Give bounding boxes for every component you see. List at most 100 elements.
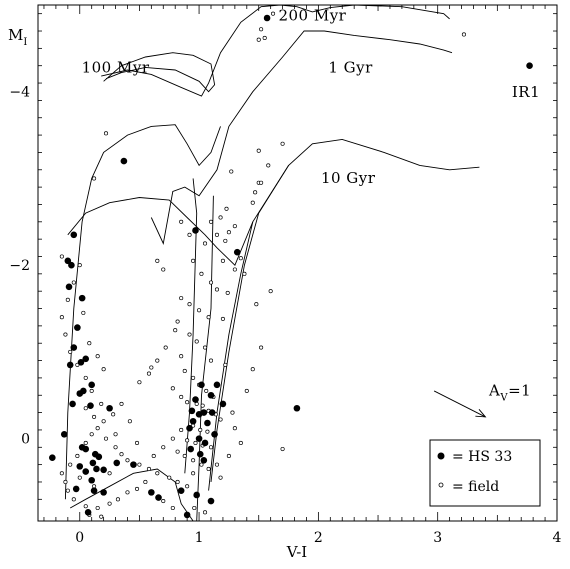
isochrone-curves: [64, 4, 480, 522]
hs33-point: [49, 454, 56, 461]
hs33-point: [113, 459, 121, 467]
field-point: [268, 289, 273, 294]
field-point: [193, 440, 198, 445]
hs33-point: [70, 231, 78, 239]
hs33-point: [188, 407, 196, 415]
hs33-point: [192, 227, 199, 234]
extinction-vector: AV=1: [433, 381, 531, 418]
hs33-point: [211, 430, 218, 438]
hs33-point: [130, 461, 137, 468]
field-point: [146, 466, 152, 472]
hs33-point: [207, 497, 215, 505]
hs33-point: [72, 485, 80, 493]
field-point: [167, 475, 172, 480]
field-point: [83, 406, 88, 411]
field-point: [77, 475, 82, 480]
field-point: [99, 514, 104, 519]
field-point: [83, 375, 88, 380]
field-point: [68, 462, 73, 467]
hs33-point: [526, 62, 533, 70]
extinction-label-sub: V: [499, 392, 508, 403]
field-point: [170, 386, 175, 391]
hs33-point: [195, 411, 203, 418]
legend-label-hs33: = HS 33: [452, 449, 512, 465]
hs33-point: [100, 466, 107, 474]
hs33-point: [82, 468, 90, 475]
field-point: [202, 241, 208, 246]
field-point: [125, 458, 130, 463]
field-point: [259, 345, 264, 350]
hs33-point: [186, 424, 193, 432]
field-point: [238, 256, 243, 261]
field-point: [99, 401, 104, 406]
field-point: [113, 445, 118, 450]
y-tick-label: −2: [9, 258, 30, 274]
hs33-point: [76, 390, 84, 397]
field-point: [202, 510, 208, 515]
hs33-point: [100, 489, 107, 496]
x-tick-labels: 0 1 2 3 4: [75, 530, 561, 546]
field-point: [232, 426, 237, 431]
x-tick-label: 1: [195, 530, 204, 546]
hs33-point: [195, 435, 203, 442]
isochrone-curve: [103, 52, 216, 93]
field-point: [63, 332, 68, 337]
field-point: [250, 200, 255, 205]
field-point: [223, 238, 228, 243]
isochrone-curve: [184, 178, 198, 474]
field-point: [232, 224, 237, 229]
field-point: [170, 505, 175, 511]
field-point: [223, 362, 228, 367]
hs33-point: [200, 456, 208, 464]
field-point: [256, 37, 261, 42]
field-point: [179, 296, 184, 301]
hs33-point: [201, 439, 209, 447]
field-point: [59, 254, 64, 259]
legend-marker-field: [438, 482, 444, 488]
field-point: [280, 446, 285, 452]
field-point: [103, 436, 109, 441]
field-point: [175, 319, 180, 324]
field-point: [242, 271, 247, 276]
field-point: [259, 180, 264, 185]
field-point: [65, 488, 70, 493]
field-point: [220, 258, 225, 263]
field-point: [83, 440, 88, 445]
hs33-point: [293, 404, 301, 412]
field-point: [71, 497, 76, 502]
field-point: [111, 412, 116, 417]
hs33-point: [88, 476, 95, 484]
field-point: [214, 287, 220, 292]
field-point: [95, 426, 100, 431]
hs33-point: [204, 419, 211, 427]
field-point: [198, 427, 203, 432]
x-tick-label: 2: [314, 530, 323, 546]
hs33-point: [192, 396, 199, 403]
field-point: [119, 401, 124, 406]
field-point: [191, 471, 196, 476]
field-point: [218, 475, 223, 480]
hs33-point: [90, 487, 98, 494]
hs33-point: [87, 402, 94, 409]
field-point: [161, 499, 166, 504]
field-point: [175, 479, 180, 485]
field-point: [187, 302, 192, 307]
hs33-point: [76, 463, 84, 470]
hs33-point: [148, 489, 155, 496]
field-point: [191, 375, 196, 380]
x-tick-label: 4: [553, 530, 562, 546]
field-point: [68, 349, 73, 354]
field-point: [238, 440, 243, 445]
hs33-point: [219, 400, 227, 408]
field-point: [87, 341, 92, 346]
field-point: [192, 505, 197, 511]
field-point: [218, 215, 223, 220]
field-point: [250, 367, 255, 372]
field-point: [155, 358, 160, 363]
extinction-arrow-head: [475, 409, 487, 418]
x-tick-label: 3: [433, 530, 442, 546]
y-tick-label: −4: [9, 85, 30, 101]
field-point: [208, 280, 214, 285]
field-point: [200, 403, 205, 408]
field-series: [59, 11, 466, 519]
